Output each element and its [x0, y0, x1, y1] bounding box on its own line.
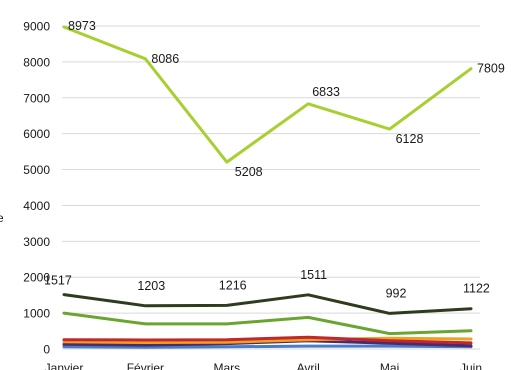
y-tick-label: 3000	[23, 235, 50, 249]
data-label: 8973	[68, 19, 96, 33]
y-tick-label: 5000	[23, 163, 50, 177]
series-lines	[62, 25, 473, 349]
series-line-5	[62, 336, 473, 344]
data-label: 992	[386, 286, 407, 300]
x-tick-label: Avril	[297, 361, 320, 370]
y-tick-label: 0	[43, 343, 50, 357]
data-label: 1216	[219, 278, 247, 292]
x-axis-ticks: Janvier Février Mars Avril Mai Juin	[45, 361, 482, 370]
y-tick-label: 6000	[23, 127, 50, 141]
y-tick-label: 2000	[23, 271, 50, 285]
data-label: 6833	[312, 85, 340, 99]
data-label: 1122	[463, 282, 490, 296]
x-tick-label: Janvier	[45, 361, 84, 370]
data-label: 1203	[137, 279, 165, 293]
data-label: 5208	[235, 165, 263, 179]
y-axis-ticks: 0 1000 2000 3000 4000 5000 6000 7000 8000 9000	[23, 20, 50, 357]
series-line-1	[62, 25, 473, 164]
data-label: 1511	[300, 268, 327, 282]
data-label: 8086	[151, 52, 179, 66]
y-tick-label: 4000	[23, 199, 50, 213]
series-line-4	[62, 335, 473, 345]
y-axis-label: e	[0, 211, 4, 225]
y-tick-label: 8000	[23, 55, 50, 69]
data-label: 7809	[477, 62, 505, 76]
grid-lines	[62, 25, 480, 350]
y-tick-label: 9000	[23, 20, 50, 34]
x-tick-label: Juin	[460, 361, 482, 370]
x-tick-label: Mars	[213, 361, 240, 370]
data-labels: 8973 8086 5208 6833 6128 7809 1517 1203 1216 1511…	[44, 19, 505, 300]
x-tick-label: Mai	[380, 361, 399, 370]
data-label: 1517	[44, 274, 72, 288]
y-tick-label: 1000	[23, 307, 50, 321]
series-line-3	[62, 311, 473, 336]
series-line-7	[62, 344, 473, 349]
y-tick-label: 7000	[23, 91, 50, 105]
data-label: 6128	[396, 132, 424, 146]
series-line-2	[62, 293, 473, 315]
x-tick-label: Février	[127, 361, 164, 370]
